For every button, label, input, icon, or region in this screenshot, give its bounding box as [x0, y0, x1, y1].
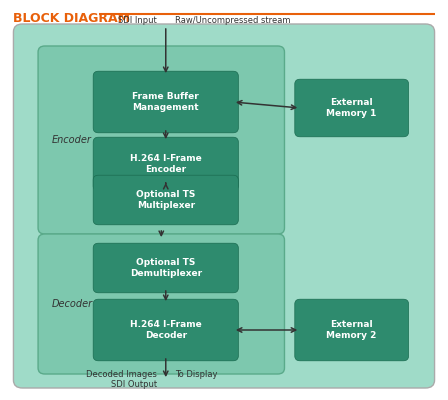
Text: BLOCK DIAGRAM: BLOCK DIAGRAM [13, 12, 130, 25]
FancyBboxPatch shape [13, 24, 435, 388]
FancyBboxPatch shape [93, 243, 238, 293]
FancyBboxPatch shape [295, 79, 409, 137]
FancyBboxPatch shape [38, 234, 284, 374]
FancyBboxPatch shape [93, 71, 238, 133]
FancyBboxPatch shape [295, 299, 409, 361]
Text: Optional TS
Multiplexer: Optional TS Multiplexer [136, 190, 195, 210]
Text: H.264 I-Frame
Encoder: H.264 I-Frame Encoder [130, 154, 202, 174]
Text: H.264 I-Frame
Decoder: H.264 I-Frame Decoder [130, 320, 202, 340]
Text: Raw/Uncompressed stream: Raw/Uncompressed stream [175, 16, 290, 25]
Text: External
Memory 1: External Memory 1 [327, 98, 377, 118]
Text: External
Memory 2: External Memory 2 [327, 320, 377, 340]
FancyBboxPatch shape [93, 137, 238, 191]
FancyBboxPatch shape [38, 46, 284, 234]
Text: Frame Buffer
Management: Frame Buffer Management [133, 92, 199, 112]
Text: Decoder: Decoder [52, 299, 93, 309]
FancyBboxPatch shape [93, 299, 238, 361]
FancyBboxPatch shape [93, 175, 238, 225]
Text: Encoder: Encoder [52, 135, 91, 145]
Text: SDI Input: SDI Input [118, 16, 157, 25]
Text: Decoded Images
SDI Output: Decoded Images SDI Output [86, 370, 157, 390]
Text: To Display: To Display [175, 370, 217, 379]
Text: Optional TS
Demultiplexer: Optional TS Demultiplexer [130, 258, 202, 278]
